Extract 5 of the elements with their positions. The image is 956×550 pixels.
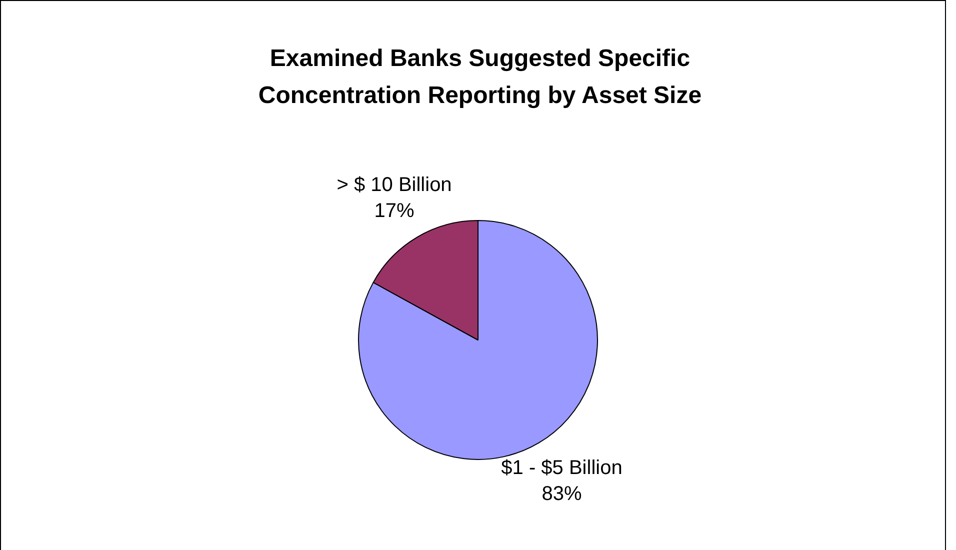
chart-title: Examined Banks Suggested Specific Concentration Reporting by Asset Size [257,44,703,111]
data-label: 17% [374,200,414,222]
slice-label: $1 - $5 Billion [501,457,622,480]
data-label: 83% [542,483,582,506]
slice-label: > $ 10 Billion [336,174,452,196]
